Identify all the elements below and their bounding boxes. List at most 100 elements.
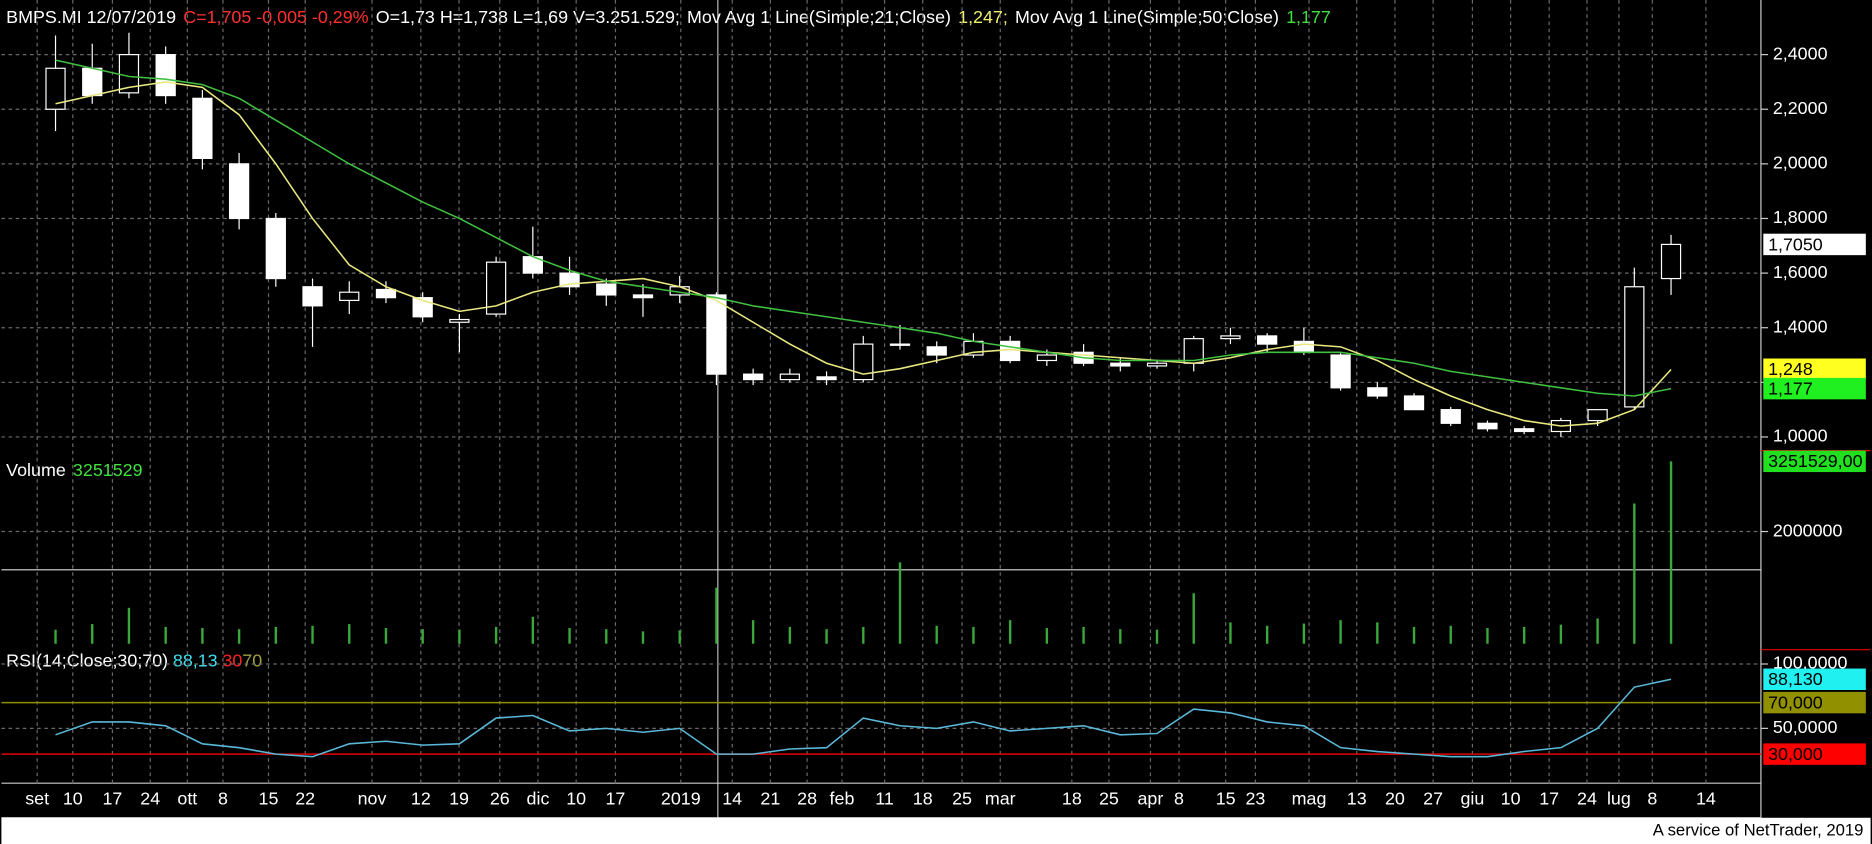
candle-body [1000, 340, 1021, 362]
volume-bar [1008, 620, 1012, 644]
volume-bar [972, 626, 975, 644]
value-marker-label: 1,177 [1768, 379, 1813, 399]
volume-bar [421, 629, 424, 644]
x-tick-label: nov [358, 789, 387, 809]
volume-bar [568, 628, 571, 644]
x-tick-label: 18 [1062, 789, 1082, 809]
candle-body [1403, 395, 1425, 411]
header-part: BMPS.MI 12/07/2019 [6, 7, 176, 27]
x-tick-label: ott [177, 789, 197, 809]
rsi-low: 30 [222, 650, 242, 670]
volume-bar [384, 628, 388, 644]
candle-body [228, 163, 250, 220]
value-marker-label: 1,7050 [1768, 234, 1823, 254]
volume-bar [1596, 618, 1599, 644]
volume-header: Volume 3251529 [6, 460, 142, 480]
candle-body [1660, 243, 1682, 280]
candle-body [45, 67, 66, 110]
volume-bar [1522, 626, 1526, 644]
candle-body [155, 54, 176, 97]
candle-body [1440, 409, 1461, 424]
x-tick-label: 23 [1245, 789, 1265, 809]
volume-bar [311, 625, 314, 644]
volume-bar [54, 629, 57, 644]
volume-bar [1412, 626, 1416, 644]
x-tick-label: 10 [566, 789, 586, 809]
volume-bar [935, 625, 938, 644]
x-tick-label: 28 [797, 789, 817, 809]
y-tick-label: 2000000 [1773, 520, 1843, 540]
candle-body [1257, 335, 1278, 345]
x-tick-label: 2019 [661, 789, 701, 809]
volume-bar [531, 616, 535, 644]
value-marker-label: 1,248 [1768, 359, 1813, 379]
volume-bar [494, 626, 498, 644]
x-tick-label: 15 [1216, 789, 1236, 809]
value-marker [1763, 358, 1866, 380]
x-tick-label: 12 [411, 789, 431, 809]
value-marker [1763, 668, 1866, 691]
volume-bar [348, 624, 351, 644]
candle-body [889, 343, 911, 346]
x-tick-label: 17 [102, 789, 122, 809]
x-tick-label: 20 [1385, 789, 1405, 809]
footer-bar [1, 817, 1871, 844]
x-tick-label: 8 [1174, 789, 1184, 809]
volume-bar [458, 629, 461, 644]
y-tick-label: 100,0000 [1773, 653, 1848, 673]
rsi-high: 70 [242, 650, 262, 670]
volume-bar [1633, 503, 1636, 644]
candle-body [632, 294, 654, 299]
volume-bar [1045, 628, 1049, 644]
value-marker [1763, 377, 1866, 400]
x-tick-label: 18 [913, 789, 933, 809]
rsi-line [55, 678, 1672, 758]
y-tick-label: 1,6000 [1773, 262, 1828, 282]
candle-body [1514, 428, 1535, 433]
x-tick-label: 14 [722, 789, 742, 809]
candle-body [596, 283, 617, 296]
volume-last: 3251529 [73, 460, 143, 480]
volume-bar [641, 631, 645, 644]
volume-bar [1339, 620, 1342, 644]
y-tick-label: 1,0000 [1773, 426, 1828, 446]
moving-average [55, 59, 1672, 397]
volume-bar [862, 626, 865, 644]
value-marker [1763, 450, 1866, 473]
candle-body [1146, 362, 1168, 367]
x-tick-label: 10 [1501, 789, 1521, 809]
candle-body [192, 97, 213, 159]
x-tick-label: 13 [1347, 789, 1367, 809]
volume-bar [825, 629, 828, 644]
volume-bar [164, 626, 167, 644]
volume-bar [274, 626, 278, 644]
candle-body [1110, 362, 1131, 367]
x-tick-label: 21 [760, 789, 780, 809]
candle-body [449, 318, 470, 323]
x-tick-label: 19 [449, 789, 469, 809]
candle-body [339, 291, 360, 302]
candle-body [1624, 286, 1645, 408]
header-part: O=1,73 H=1,738 L=1,69 V=3.251.529; [376, 7, 680, 27]
header-part: Mov Avg 1 Line(Simple;21;Close) [687, 7, 951, 27]
volume-bar [1669, 461, 1673, 644]
candle-body [82, 67, 103, 97]
volume-bar [201, 628, 204, 644]
x-tick-label: 8 [218, 789, 228, 809]
volume-bar [237, 629, 241, 644]
y-tick-label: 2,0000 [1773, 153, 1828, 173]
value-marker-label: 70,000 [1768, 693, 1823, 713]
x-tick-label: feb [830, 789, 855, 809]
candle-body [1293, 340, 1315, 353]
volume-bar [678, 630, 681, 644]
x-tick-label: set [25, 789, 49, 809]
volume-bar [1559, 624, 1563, 644]
candle-body [853, 343, 874, 381]
candle-body [926, 346, 947, 356]
volume-bar [1082, 626, 1085, 644]
x-tick-label: 24 [1577, 789, 1597, 809]
x-tick-label: 25 [1099, 789, 1119, 809]
volume-bar [91, 624, 94, 644]
candle-body [1587, 409, 1608, 422]
volume-title: Volume [6, 460, 66, 480]
